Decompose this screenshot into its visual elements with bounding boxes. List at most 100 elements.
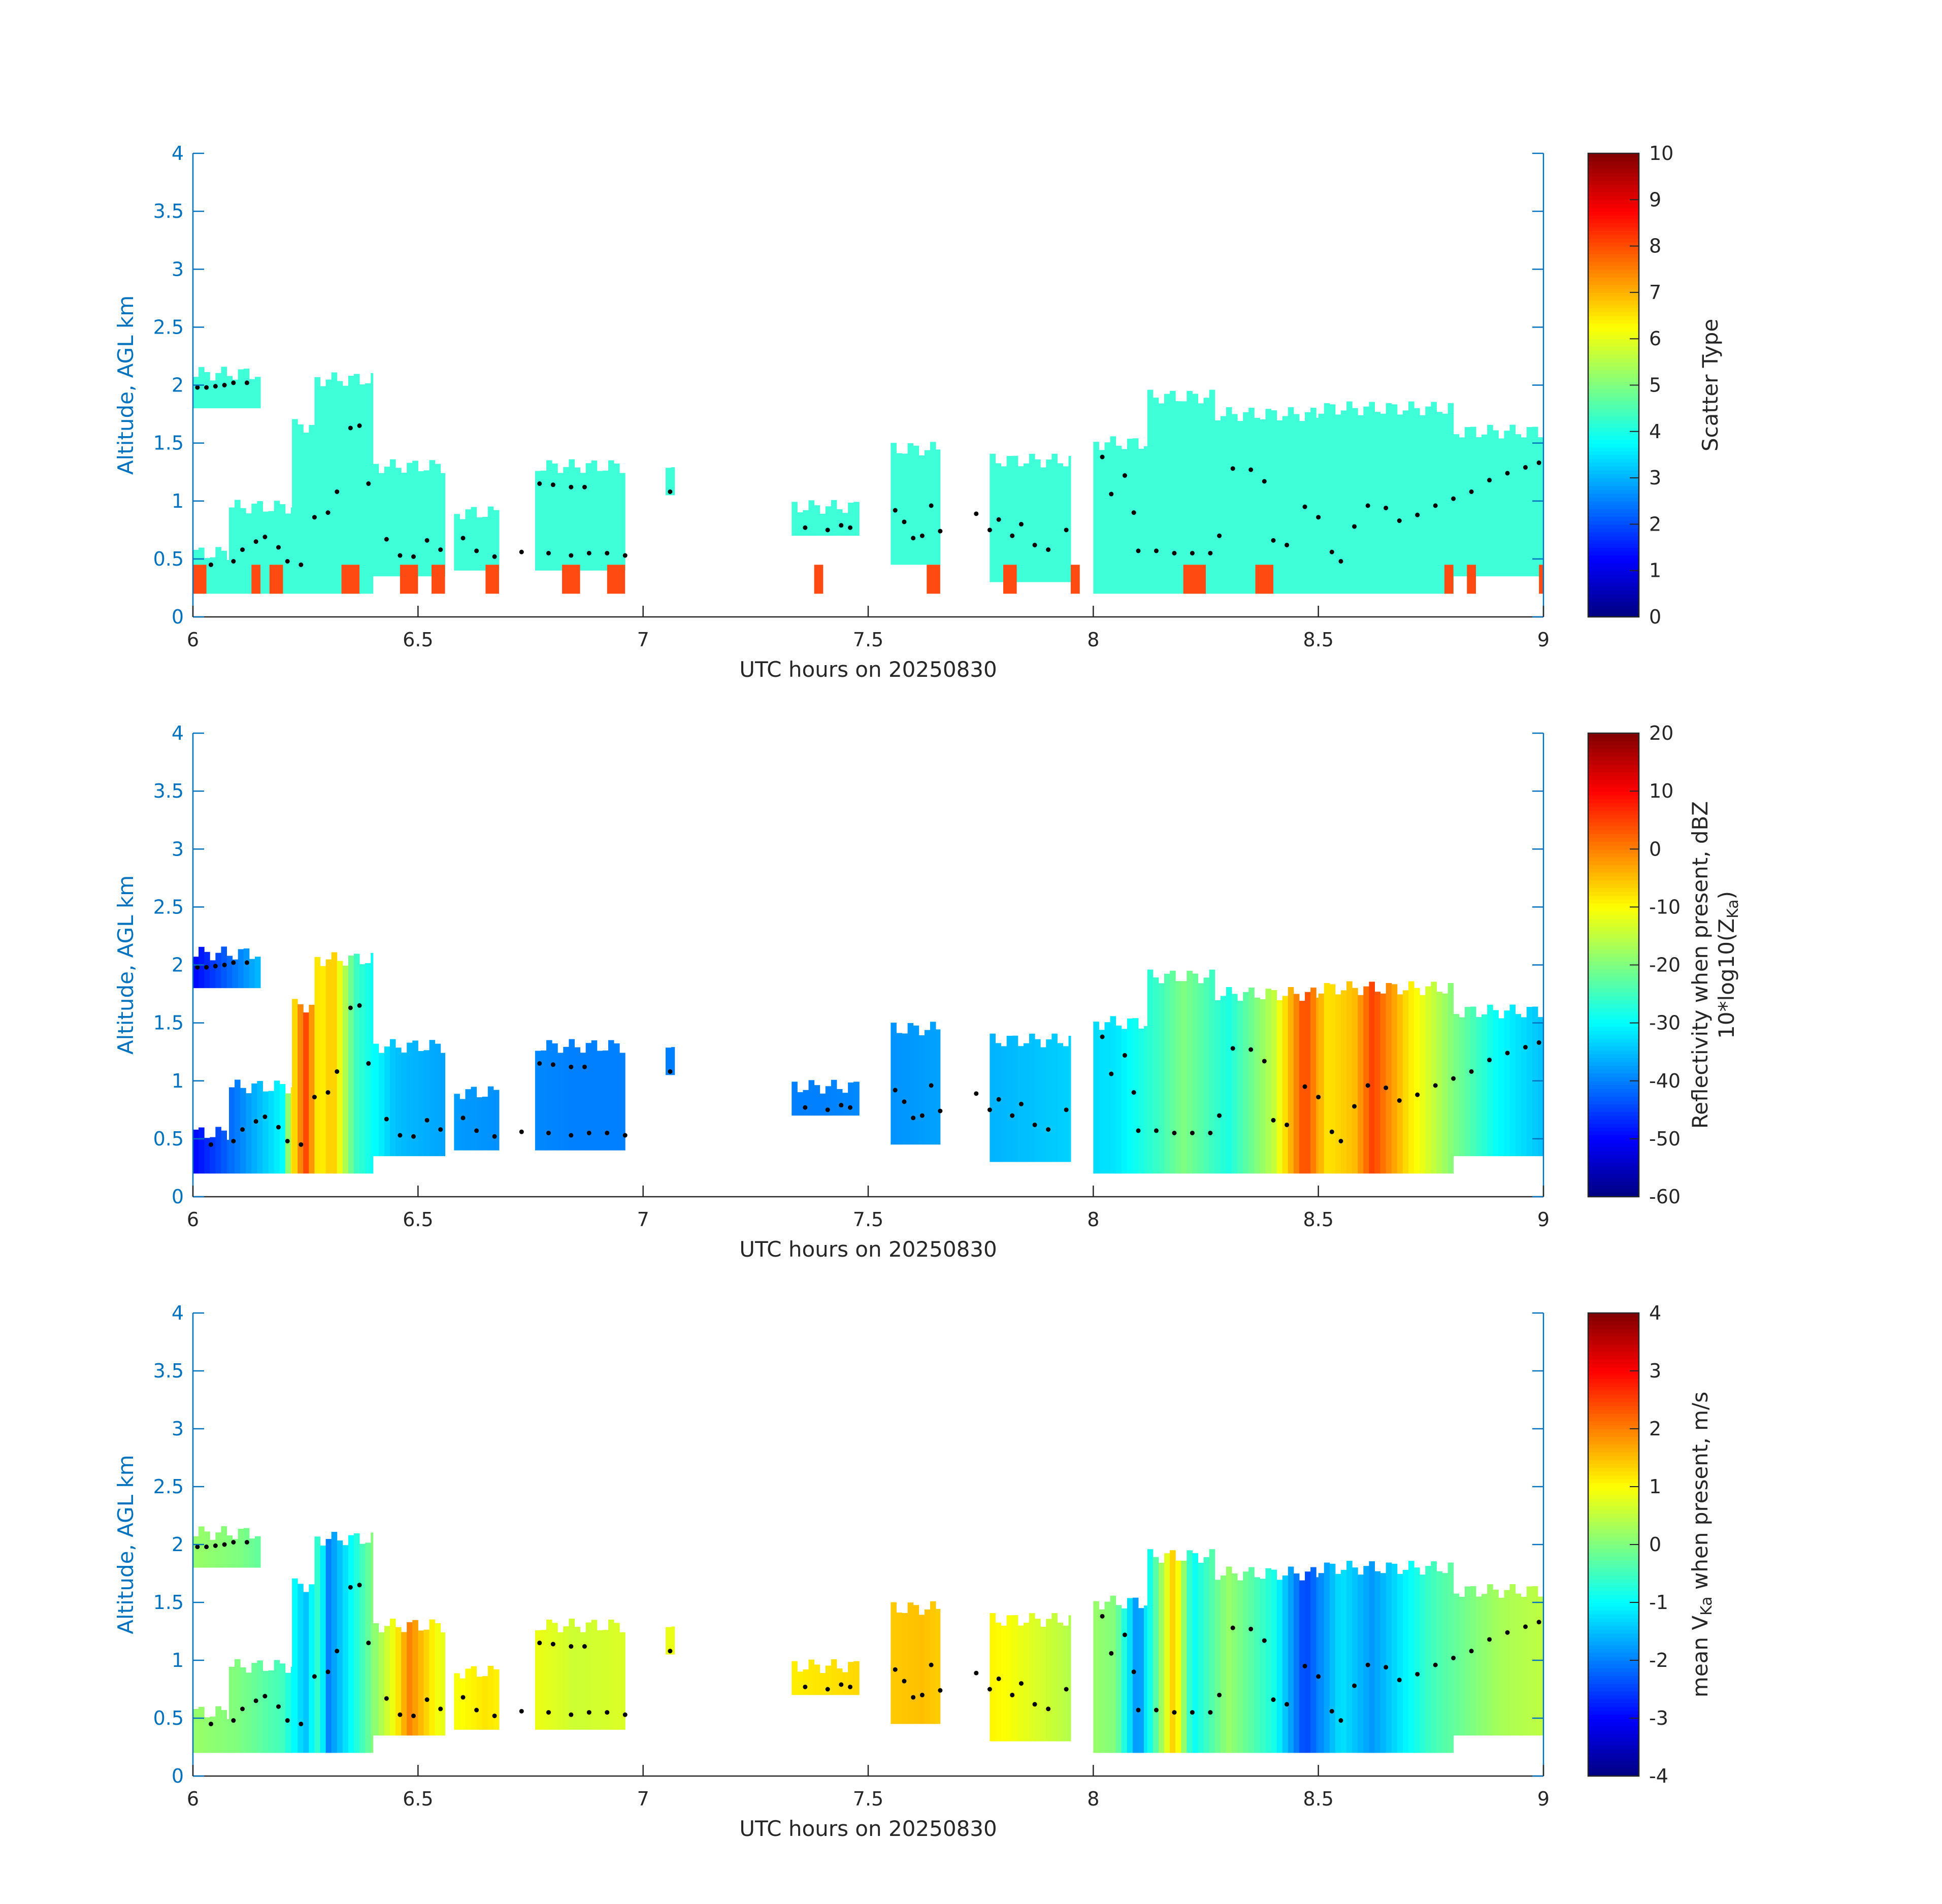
x-tick-label: 6.5 [403,1788,433,1810]
cloud-column [896,1033,902,1145]
colorbar-band [1588,903,1639,908]
colorbar-band [1588,945,1639,950]
cloud-base-marker [546,1710,551,1715]
colorbar-band [1588,737,1639,742]
colorbar-band [1588,439,1639,444]
colorbar-band [1588,1749,1639,1754]
cloud-column [1414,1567,1420,1753]
cloud-column [1537,437,1544,577]
cloud-base-marker [208,562,213,567]
cloud-column [1115,1605,1122,1753]
y-tick-label: 0 [172,1186,184,1208]
cloud-column [298,1584,304,1753]
cloud-column [1260,999,1266,1174]
cloud-column [1341,990,1347,1174]
cloud-base-marker [938,1688,943,1693]
colorbar-band [1588,222,1639,227]
cloud-column [1144,1026,1148,1174]
colorbar-band [1588,1479,1639,1484]
colorbar-band [1588,1015,1639,1020]
cloud-column [552,1043,558,1151]
cloud-column [836,1668,843,1695]
colorbar-band [1588,292,1639,297]
cloud-column [1132,1597,1139,1753]
colorbar-band [1588,938,1639,942]
cloud-column [1153,977,1159,1174]
cloud-column [325,1539,332,1753]
cloud-column [1358,415,1364,594]
cloud-column [232,959,239,989]
colorbar-band [1588,1092,1639,1097]
cloud-column [1509,424,1516,577]
formula-close: ) [1714,891,1739,899]
colorbar-band [1588,1452,1639,1456]
cloud-column [585,1043,592,1151]
cloud-column [930,1601,936,1724]
cloud-column [268,511,275,594]
colorbar-tick-label: 8 [1649,235,1661,257]
colorbar-band [1588,327,1639,332]
colorbar-band [1588,273,1639,278]
cloud-column [215,1127,221,1174]
colorbar-band [1588,1363,1639,1368]
cloud-base-marker [1136,548,1141,553]
cloud-base-marker [460,1115,466,1121]
cloud-column [429,1040,436,1157]
colorbar-band [1588,589,1639,595]
cloud-column [254,1536,261,1568]
cloud-base-marker [384,1117,389,1122]
cloud-base-marker [231,559,236,564]
colorbar-band [1588,980,1639,985]
cloud-column [913,1605,919,1724]
cloud-base-marker [262,1694,268,1699]
colorbar-band [1588,478,1639,482]
cloud-column [540,470,547,571]
cloud-base-marker [586,1710,591,1715]
surface-class-mark [400,565,418,594]
cloud-base-marker [312,1095,317,1100]
cloud-base-marker [919,1692,925,1697]
colorbar-band [1588,1162,1639,1166]
cloud-column [423,470,430,577]
x-tick-label: 8.5 [1303,1788,1333,1810]
plot-area [193,1526,1544,1753]
cloud-column [1282,416,1289,594]
colorbar-band [1588,1456,1639,1460]
cloud-column [342,965,349,1174]
colorbar-band [1588,799,1639,803]
cloud-column [552,463,558,571]
x-tick-label: 6 [187,629,199,651]
colorbar-band [1588,996,1639,1000]
cloud-column [193,1709,199,1753]
cloud-column [1093,442,1099,594]
cloud-base-marker [231,960,236,965]
cloud-column [1335,994,1341,1174]
cloud-column [907,443,914,565]
cloud-column [215,1706,221,1753]
colorbar-band [1588,450,1639,455]
cloud-column [440,1632,446,1736]
surface-class-mark [193,565,207,594]
surface-class-mark [1467,565,1476,594]
cloud-base-marker [803,1684,808,1689]
colorbar-band [1588,1324,1639,1329]
cloud-base-marker [1384,505,1389,510]
cloud-column [1459,1596,1465,1736]
cloud-column [597,1051,603,1151]
y-axis-label: Altitude, AGL km [113,1455,138,1634]
cloud-column [792,1661,798,1695]
cloud-column [1203,398,1210,594]
colorbar-band [1588,1545,1639,1549]
cloud-column [1386,983,1392,1174]
surface-class-mark [562,565,580,594]
cloud-column [1391,404,1398,594]
cloud-base-marker [519,549,524,554]
colorbar-band [1588,489,1639,494]
plot-area [193,367,1544,594]
cloud-base-marker [893,1088,898,1093]
colorbar-band [1588,373,1639,378]
cloud-base-marker [204,385,209,390]
colorbar-band [1588,1687,1639,1692]
cloud-column [1192,393,1198,594]
cloud-base-marker [569,1644,574,1649]
